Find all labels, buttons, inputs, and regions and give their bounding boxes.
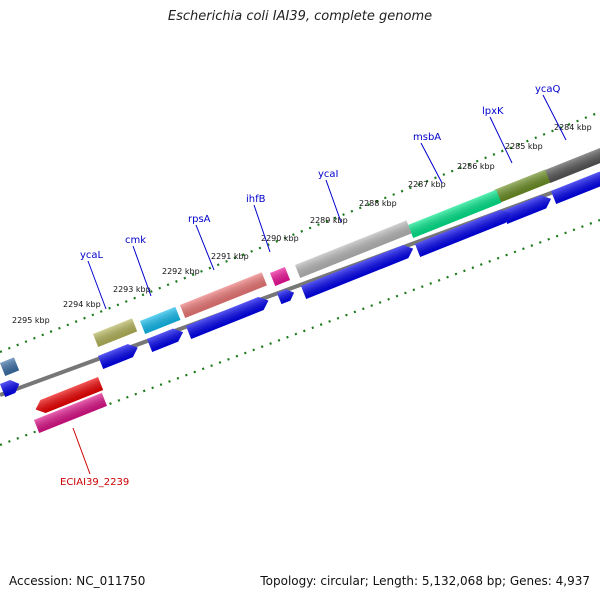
kbp-label: 2293 kbp	[113, 285, 151, 294]
kbp-label: 2284 kbp	[554, 123, 592, 132]
leader-line-reverse	[72, 427, 91, 475]
cds-left[interactable]	[0, 377, 22, 397]
leader-line	[195, 224, 215, 271]
leader-line	[542, 94, 567, 141]
kbp-label: 2289 kbp	[310, 216, 348, 225]
feature-ycaQ-upper[interactable]	[545, 144, 600, 183]
kbp-label: 2295 kbp	[12, 316, 50, 325]
feature-ycaI-upper[interactable]	[295, 220, 412, 278]
gene-label-rpsA[interactable]: rpsA	[188, 214, 211, 225]
gene-label-ycaQ[interactable]: ycaQ	[535, 84, 561, 95]
feature-ihfB-upper[interactable]	[270, 267, 291, 286]
leader-line	[489, 116, 513, 164]
gene-label-msbA[interactable]: msbA	[413, 132, 441, 143]
cds-ycaQ[interactable]	[551, 169, 600, 204]
kbp-label: 2286 kbp	[457, 162, 495, 171]
feature-reverse-red[interactable]	[33, 377, 104, 416]
cds-lpxK[interactable]	[502, 192, 554, 224]
leader-line	[253, 204, 271, 253]
leader-line	[325, 179, 342, 223]
kbp-label: 2294 kbp	[63, 300, 101, 309]
gene-label-lpxK[interactable]: lpxK	[482, 106, 504, 117]
leader-line	[87, 260, 107, 310]
map-title: Escherichia coli IAI39, complete genome	[167, 9, 433, 24]
kbp-label: 2291 kbp	[211, 252, 249, 261]
kbp-label: 2290 kbp	[261, 234, 299, 243]
gene-label-ECIAI39_2239[interactable]: ECIAI39_2239	[60, 477, 129, 488]
leader-line	[420, 142, 443, 184]
cds-rpsA[interactable]	[186, 294, 271, 339]
feature-cmk-upper[interactable]	[140, 306, 181, 334]
kbp-label: 2292 kbp	[162, 267, 200, 276]
leader-line	[132, 245, 152, 297]
gene-label-ihfB[interactable]: ihfB	[246, 194, 266, 205]
accession-text: Accession: NC_011750	[9, 574, 146, 588]
gene-label-ycaL[interactable]: ycaL	[80, 250, 104, 261]
cds-ihfB[interactable]	[277, 287, 296, 305]
feature-rpsA-upper[interactable]	[180, 272, 267, 318]
feature-left-upper[interactable]	[0, 357, 20, 376]
gene-label-cmk[interactable]: cmk	[125, 235, 146, 246]
cds-ycaI[interactable]	[301, 242, 416, 299]
cds-msbA[interactable]	[415, 207, 513, 257]
feature-reverse-magenta[interactable]	[34, 392, 107, 433]
genome-summary-text: Topology: circular; Length: 5,132,068 bp…	[260, 574, 590, 588]
feature-lpxK-upper[interactable]	[494, 169, 551, 203]
gene-label-ycaI[interactable]: ycaI	[318, 169, 339, 180]
cds-ycaL[interactable]	[98, 341, 140, 369]
feature-ycaL-upper[interactable]	[93, 318, 138, 347]
kbp-label: 2288 kbp	[359, 199, 397, 208]
kbp-label: 2287 kbp	[408, 180, 446, 189]
kbp-label: 2285 kbp	[505, 142, 543, 151]
cds-cmk[interactable]	[147, 326, 186, 352]
feature-msbA-upper[interactable]	[408, 189, 502, 238]
